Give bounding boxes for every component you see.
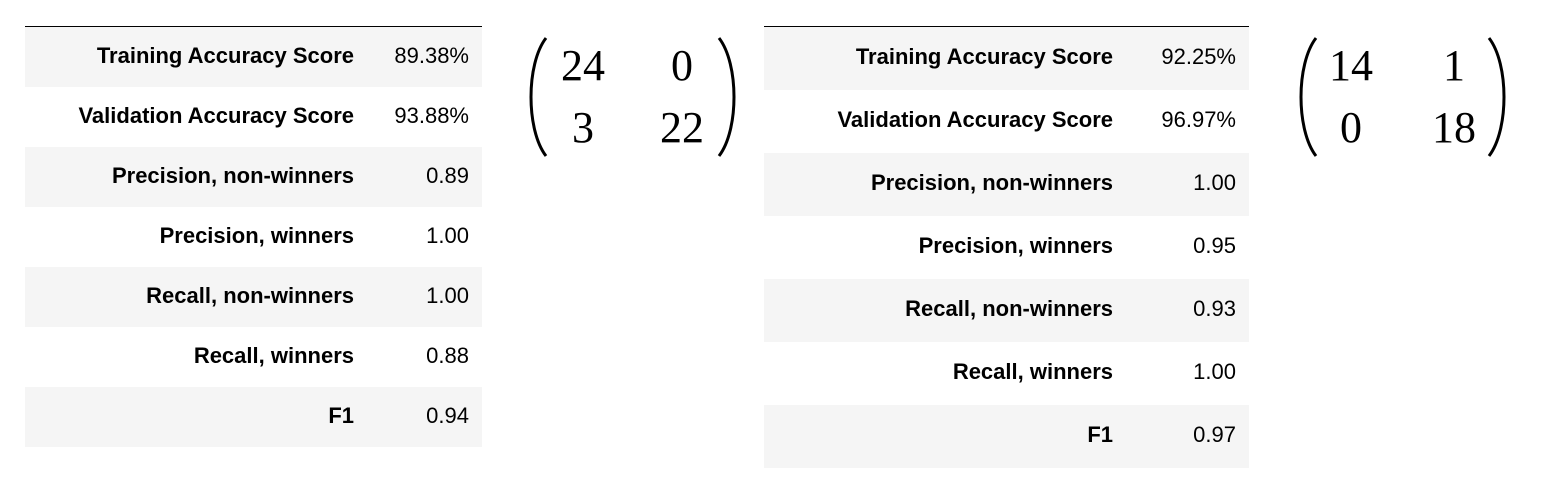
matrix-cell: 0 (1340, 103, 1362, 152)
table-row: Recall, winners 1.00 (764, 342, 1249, 405)
metric-value: 92.25% (1113, 26, 1249, 90)
matrix-cell: 1 (1443, 41, 1465, 90)
left-paren (529, 37, 548, 157)
right-paren (717, 37, 736, 157)
confusion-matrix-left: 24 0 3 22 (520, 36, 745, 158)
left-paren (1299, 37, 1318, 157)
table-row: Precision, non-winners 1.00 (764, 153, 1249, 216)
metrics-table-left: Training Accuracy Score 89.38% Validatio… (25, 26, 482, 447)
table-row: Training Accuracy Score 92.25% (764, 26, 1249, 90)
metric-label: Training Accuracy Score (25, 26, 354, 87)
metric-label: Recall, non-winners (764, 279, 1113, 342)
matrix-cell: 14 (1329, 41, 1373, 90)
matrix-cell: 18 (1432, 103, 1476, 152)
table-row: Precision, winners 0.95 (764, 216, 1249, 279)
metric-value: 1.00 (426, 222, 469, 248)
table-row: Validation Accuracy Score 96.97% (764, 90, 1249, 153)
table-row: Recall, winners 0.88 (25, 327, 482, 387)
metric-label: Recall, winners (952, 359, 1113, 384)
metric-label: F1 (764, 405, 1113, 468)
metric-value: 1.00 (1193, 359, 1236, 384)
metric-value: 89.38% (354, 26, 482, 87)
metric-value: 0.88 (426, 342, 469, 368)
metric-label: Precision, winners (918, 233, 1113, 258)
metric-label: Validation Accuracy Score (837, 107, 1113, 132)
table-row: Validation Accuracy Score 93.88% (25, 87, 482, 147)
matrix-cell: 3 (572, 103, 594, 152)
metric-value: 0.93 (1113, 279, 1249, 342)
metric-label: Training Accuracy Score (764, 26, 1113, 90)
confusion-matrix-right: 14 1 0 18 (1290, 36, 1515, 158)
metric-value: 0.97 (1113, 405, 1249, 468)
metric-label: Recall, non-winners (25, 267, 354, 327)
metric-value: 0.94 (354, 387, 482, 447)
metrics-table-right: Training Accuracy Score 92.25% Validatio… (764, 26, 1249, 468)
metric-label: Validation Accuracy Score (78, 102, 354, 128)
table-row: Recall, non-winners 1.00 (25, 267, 482, 327)
matrix-cell: 24 (561, 41, 605, 90)
table-row: F1 0.97 (764, 405, 1249, 468)
table-row: Recall, non-winners 0.93 (764, 279, 1249, 342)
matrix-cell: 22 (660, 103, 704, 152)
metric-label: F1 (25, 387, 354, 447)
metric-value: 96.97% (1161, 107, 1236, 132)
metric-value: 1.00 (354, 267, 482, 327)
table-row: Precision, non-winners 0.89 (25, 147, 482, 207)
table-row: Training Accuracy Score 89.38% (25, 26, 482, 87)
metric-label: Precision, non-winners (25, 147, 354, 207)
right-paren (1487, 37, 1506, 157)
table-row: Precision, winners 1.00 (25, 207, 482, 267)
metric-value: 0.95 (1193, 233, 1236, 258)
table-row: F1 0.94 (25, 387, 482, 447)
metric-label: Precision, non-winners (764, 153, 1113, 216)
metric-label: Recall, winners (193, 342, 354, 368)
metric-value: 93.88% (394, 102, 469, 128)
matrix-cell: 0 (671, 41, 693, 90)
metric-value: 0.89 (354, 147, 482, 207)
metric-value: 1.00 (1113, 153, 1249, 216)
metric-label: Precision, winners (159, 222, 354, 248)
